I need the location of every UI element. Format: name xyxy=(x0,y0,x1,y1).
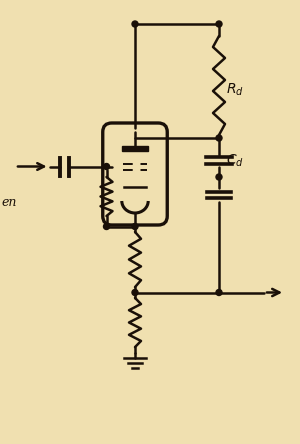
Circle shape xyxy=(216,289,222,296)
Circle shape xyxy=(103,163,109,170)
Bar xyxy=(122,146,148,151)
Circle shape xyxy=(103,223,109,230)
Text: $R_d$: $R_d$ xyxy=(226,82,244,98)
Circle shape xyxy=(132,223,138,230)
Circle shape xyxy=(216,135,222,141)
Text: $C_d$: $C_d$ xyxy=(226,152,244,169)
Text: en: en xyxy=(2,196,17,209)
Circle shape xyxy=(216,174,222,180)
Circle shape xyxy=(132,289,138,296)
Circle shape xyxy=(132,21,138,27)
Circle shape xyxy=(216,21,222,27)
